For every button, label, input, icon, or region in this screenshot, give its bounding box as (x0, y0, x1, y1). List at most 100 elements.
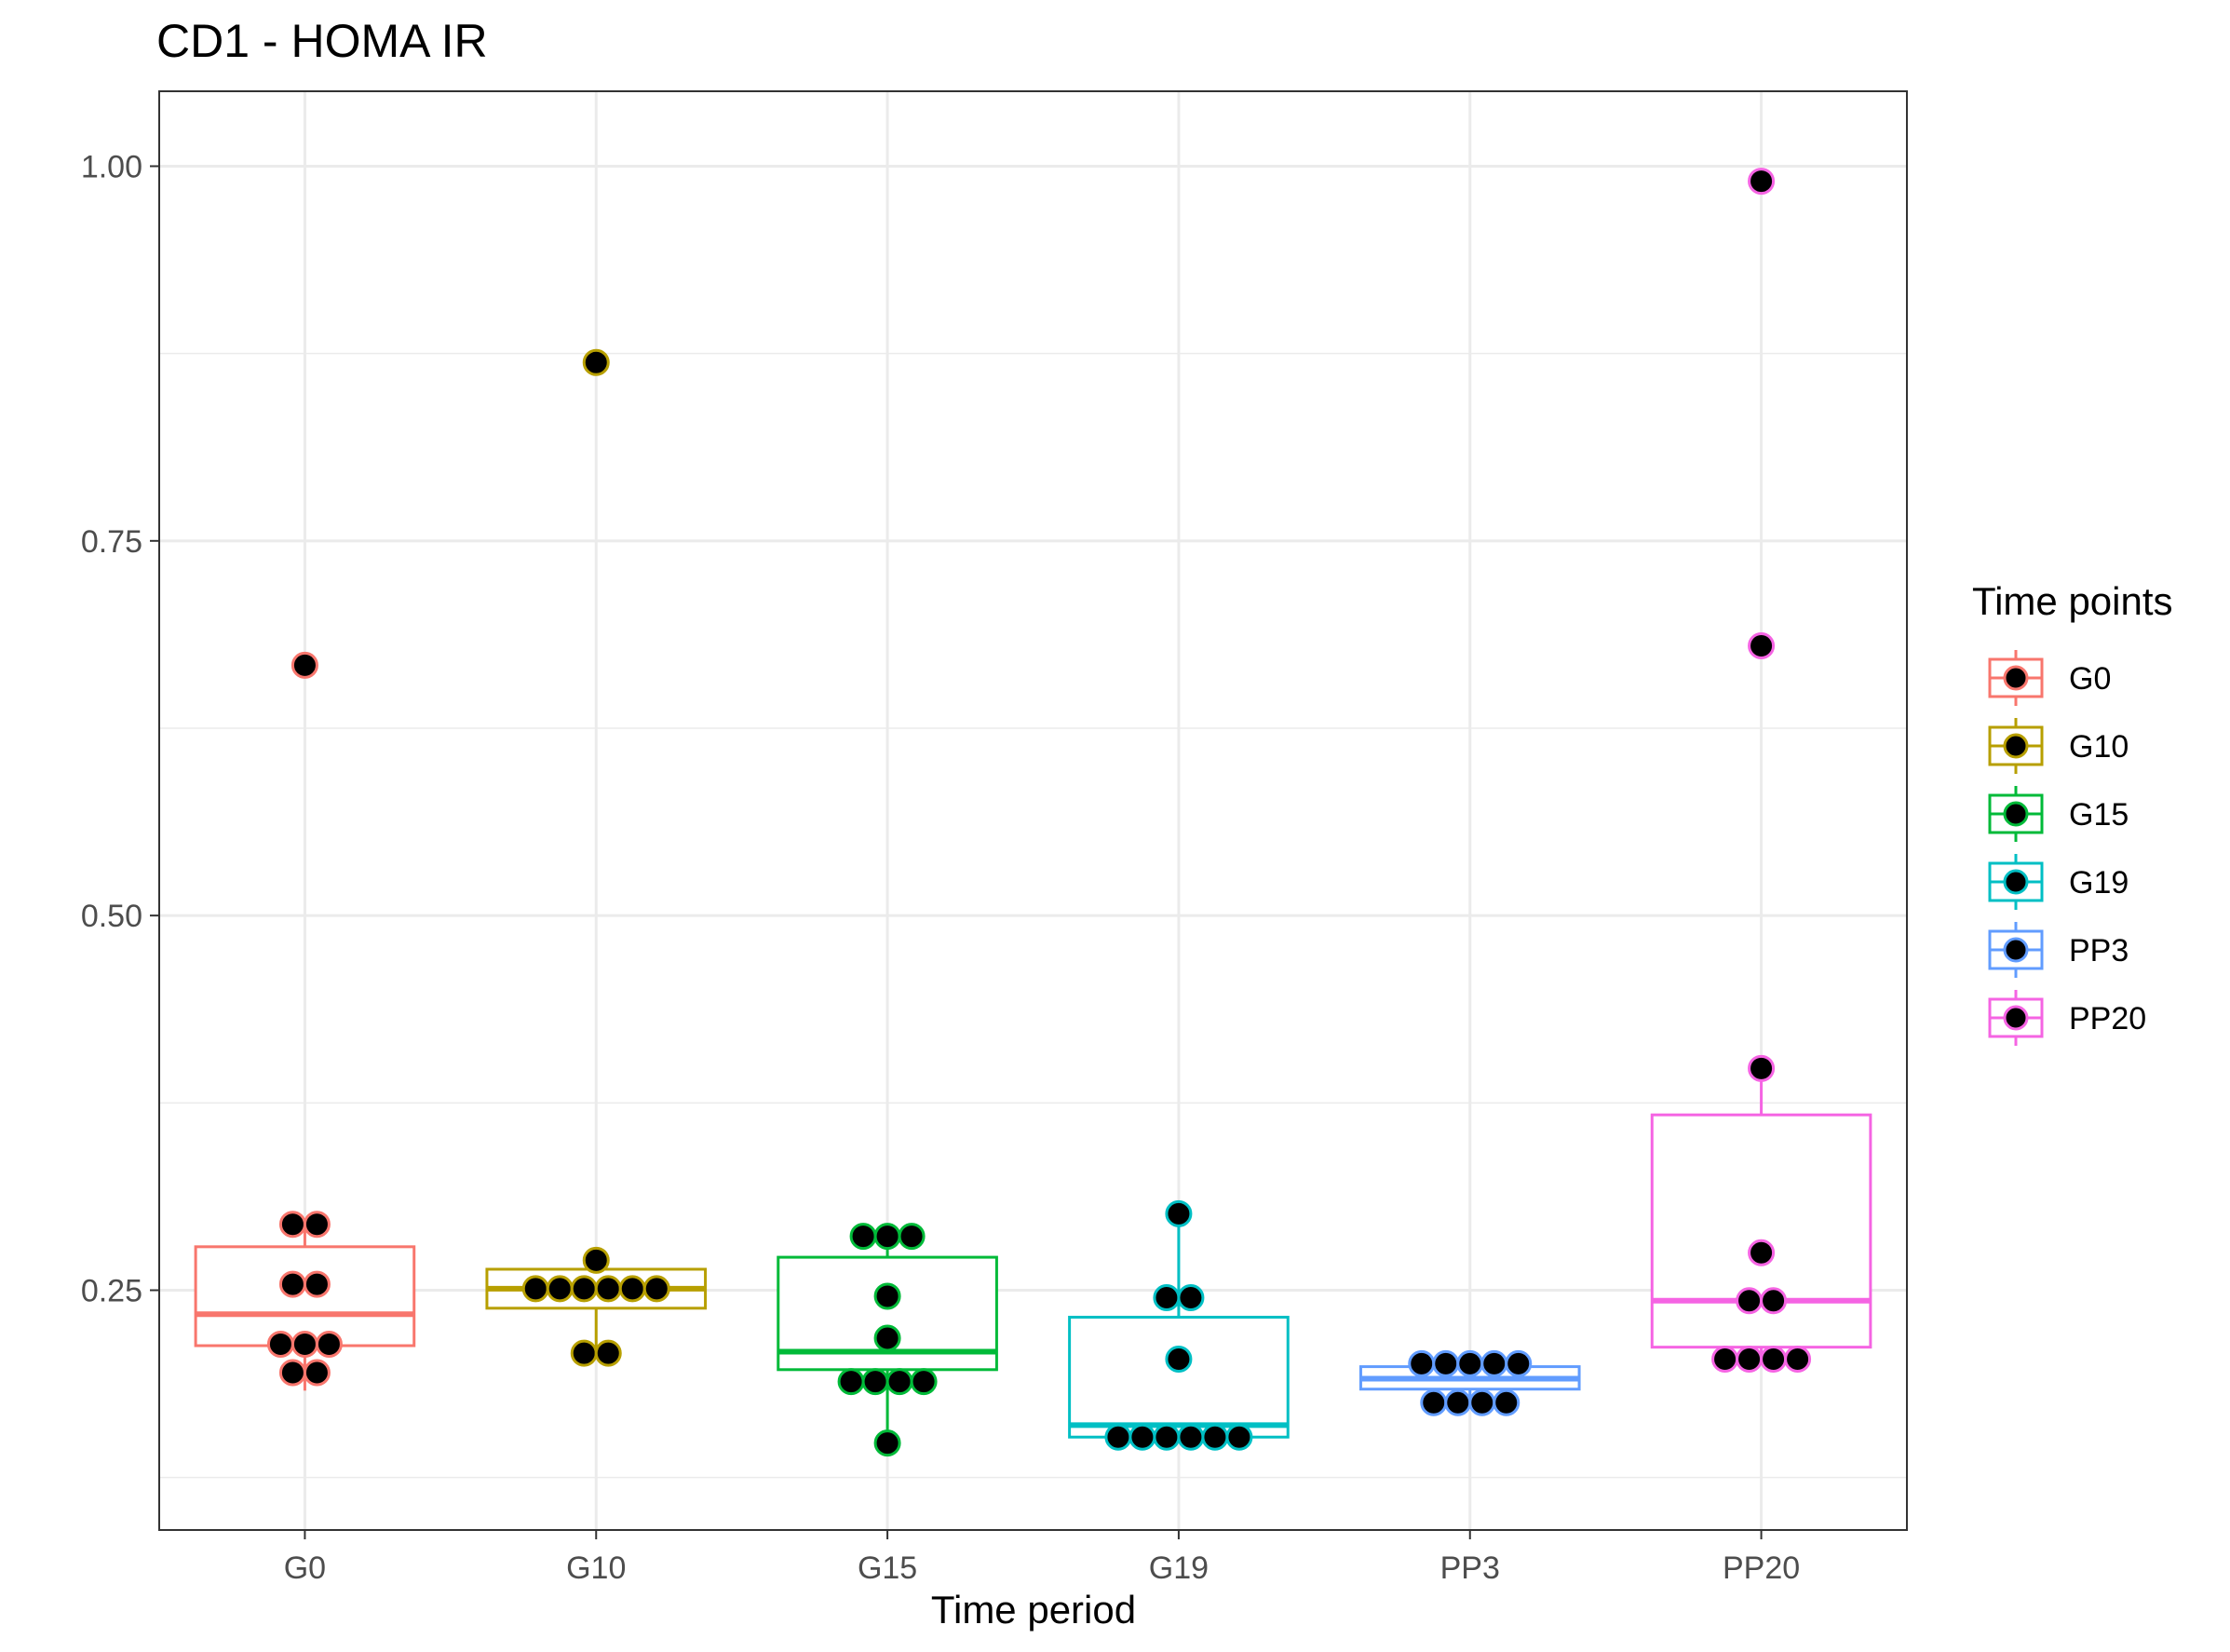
data-point (1760, 1346, 1788, 1374)
data-point (582, 348, 610, 376)
y-tick-label: 0.50 (81, 899, 142, 934)
data-point (1748, 1054, 1776, 1082)
data-point (546, 1275, 574, 1303)
data-point (642, 1275, 670, 1303)
box-group-g19 (1068, 1199, 1290, 1451)
data-point (1736, 1287, 1764, 1315)
legend-item-pp20: PP20 (1988, 990, 2146, 1046)
data-point (1444, 1388, 1472, 1416)
legend-item-g10: G10 (1988, 718, 2129, 774)
box-group-pp3 (1358, 1349, 1581, 1416)
data-point (885, 1368, 913, 1396)
data-point (1480, 1349, 1508, 1377)
data-point (1736, 1346, 1764, 1374)
data-point (1177, 1284, 1205, 1312)
data-point (1153, 1423, 1181, 1451)
legend-title: Time points (1972, 579, 2173, 623)
data-point (291, 1330, 318, 1358)
box-group-g15 (777, 1223, 998, 1457)
data-point (1760, 1287, 1788, 1315)
x-axis: G0 G10 G15 G19 PP3 PP20 (284, 1530, 1800, 1586)
data-point (582, 1246, 610, 1274)
data-point (873, 1223, 901, 1251)
data-point (1165, 1199, 1193, 1227)
legend-point (2003, 733, 2029, 759)
data-point (570, 1275, 598, 1303)
box-group-g0 (194, 651, 416, 1391)
legend-item-g0: G0 (1988, 650, 2111, 706)
y-tick-label: 1.00 (81, 149, 142, 184)
legend-point (2003, 665, 2029, 691)
data-point (1748, 631, 1776, 659)
legend-point (2003, 937, 2029, 963)
x-tick-label: G10 (566, 1550, 626, 1586)
data-point (1505, 1349, 1533, 1377)
data-point (570, 1339, 598, 1367)
data-point (1711, 1346, 1739, 1374)
data-point (1784, 1346, 1812, 1374)
x-tick-label: G0 (284, 1550, 326, 1586)
data-point (303, 1359, 331, 1387)
data-point (303, 1270, 331, 1298)
data-point (1177, 1423, 1205, 1451)
plot-border (158, 90, 1908, 1531)
data-point (837, 1368, 865, 1396)
box (1650, 1113, 1872, 1349)
legend: Time points G0 G10 G15 G19 PP3 PP20 (1972, 579, 2173, 1046)
data-point (1748, 168, 1776, 196)
chart-title: CD1 - HOMA IR (156, 15, 488, 67)
data-point (1225, 1423, 1253, 1451)
legend-label: G10 (2069, 729, 2129, 765)
legend-label: PP3 (2069, 933, 2129, 968)
box (1068, 1315, 1290, 1439)
legend-item-pp3: PP3 (1988, 922, 2129, 978)
legend-item-g19: G19 (1988, 854, 2129, 910)
box-plots (194, 168, 1872, 1457)
legend-label: G15 (2069, 797, 2129, 833)
data-point (303, 1211, 331, 1239)
y-tick-label: 0.25 (81, 1274, 142, 1309)
data-point (278, 1270, 306, 1298)
legend-point (2003, 869, 2029, 895)
legend-label: G0 (2069, 661, 2111, 697)
data-point (1748, 1239, 1776, 1266)
data-point (1493, 1388, 1520, 1416)
x-tick-label: PP3 (1440, 1550, 1500, 1586)
data-point (521, 1275, 549, 1303)
data-point (291, 651, 318, 679)
legend-label: G19 (2069, 865, 2129, 900)
data-point (594, 1275, 622, 1303)
data-point (1153, 1284, 1181, 1312)
data-point (618, 1275, 646, 1303)
legend-point (2003, 801, 2029, 827)
box-group-g10 (485, 348, 708, 1367)
data-point (1104, 1423, 1132, 1451)
data-point (1201, 1423, 1229, 1451)
x-axis-title: Time period (931, 1588, 1136, 1632)
data-point (1432, 1349, 1460, 1377)
x-tick-label: G15 (858, 1550, 917, 1586)
data-point (1129, 1423, 1156, 1451)
data-point (910, 1368, 938, 1396)
data-point (315, 1330, 343, 1358)
y-axis: 0.25 0.50 0.75 1.00 (81, 149, 159, 1309)
box-group-pp20 (1650, 168, 1872, 1374)
data-point (1456, 1349, 1484, 1377)
data-point (1468, 1388, 1496, 1416)
legend-item-g15: G15 (1988, 786, 2129, 842)
data-point (278, 1359, 306, 1387)
x-tick-label: PP20 (1723, 1550, 1800, 1586)
data-point (873, 1324, 901, 1352)
data-point (1165, 1346, 1193, 1374)
legend-label: PP20 (2069, 1001, 2146, 1036)
data-point (861, 1368, 889, 1396)
x-tick-label: G19 (1149, 1550, 1209, 1586)
data-point (849, 1223, 877, 1251)
data-point (1420, 1388, 1448, 1416)
data-point (873, 1282, 901, 1310)
y-tick-label: 0.75 (81, 524, 142, 560)
data-point (278, 1211, 306, 1239)
data-point (266, 1330, 294, 1358)
data-point (873, 1429, 901, 1457)
